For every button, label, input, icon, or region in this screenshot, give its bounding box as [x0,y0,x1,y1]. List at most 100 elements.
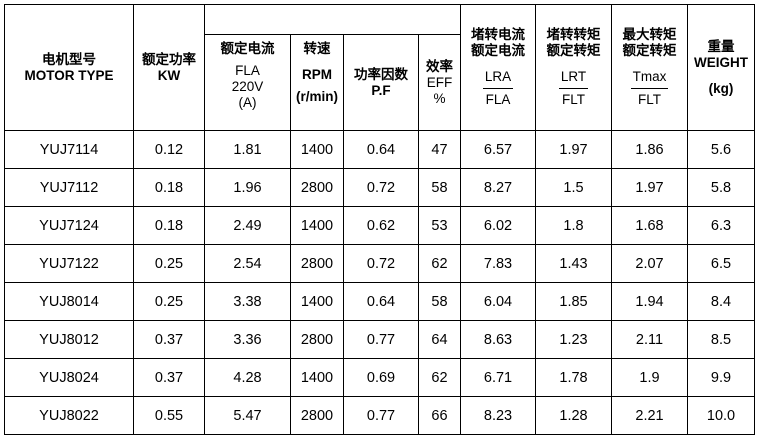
cell-fla: 3.36 [204,320,291,359]
header-weight: 重量 WEIGHT (kg) [687,4,755,131]
header-lrt-cn1: 堵转转矩 [546,27,601,42]
cell-fla: 3.38 [204,282,291,321]
cell-pf: 0.62 [343,206,419,245]
cell-pf: 0.77 [343,396,419,435]
cell-lra: 8.27 [460,168,536,207]
cell-tmax: 2.07 [611,244,688,283]
cell-tmax: 2.11 [611,320,688,359]
cell-eff: 58 [418,168,461,207]
header-lrt-cn2: 额定转矩 [546,43,601,58]
cell-lra: 6.04 [460,282,536,321]
cell-model: YUJ7124 [4,206,134,245]
header-power-en: KW [157,67,181,83]
cell-model: YUJ8012 [4,320,134,359]
header-pf-cn: 功率因数 [354,66,408,82]
cell-kw: 0.18 [133,168,205,207]
header-current-l2: 220V [231,79,264,94]
cell-pf: 0.64 [343,282,419,321]
header-current: 额定电流 FLA 220V (A) [204,34,291,131]
header-eff: 效率 EFF % [418,34,461,131]
table-row: YUJ8024 0.37 4.28 1400 0.69 62 6.71 1.78 1.9 9.9 [4,358,755,397]
cell-weight: 6.3 [687,206,755,245]
header-eff-l1: EFF [426,74,453,90]
header-lrt: 堵转转矩 额定转矩 LRT FLT [535,4,612,131]
cell-kw: 0.25 [133,282,205,321]
header-tmax-den: FLT [638,92,661,107]
cell-lrt: 1.85 [535,282,612,321]
cell-rpm: 1400 [290,358,344,397]
cell-model: YUJ8024 [4,358,134,397]
cell-lrt: 1.5 [535,168,612,207]
cell-eff: 58 [418,282,461,321]
table-row: YUJ8012 0.37 3.36 2800 0.77 64 8.63 1.23 2.11 8.5 [4,320,755,359]
cell-rpm: 2800 [290,244,344,283]
header-model-cn: 电机型号 [42,51,96,67]
cell-rpm: 2800 [290,320,344,359]
cell-model: YUJ8014 [4,282,134,321]
cell-model: YUJ7114 [4,130,134,169]
cell-eff: 62 [418,358,461,397]
header-eff-l2: % [433,90,446,106]
cell-pf: 0.72 [343,168,419,207]
header-speed-cn: 转速 [303,41,331,56]
cell-rpm: 1400 [290,130,344,169]
header-power: 额定功率 KW [133,4,205,131]
header-power-cn: 额定功率 [142,51,196,67]
cell-kw: 0.37 [133,358,205,397]
cell-lrt: 1.78 [535,358,612,397]
cell-pf: 0.72 [343,244,419,283]
cell-eff: 62 [418,244,461,283]
cell-lra: 7.83 [460,244,536,283]
table-row: YUJ8014 0.25 3.38 1400 0.64 58 6.04 1.85 1.94 8.4 [4,282,755,321]
motor-spec-table: 电机型号 MOTOR TYPE 额定功率 KW 堵转电流 额定电流 LRA FL… [4,4,755,435]
cell-weight: 5.8 [687,168,755,207]
cell-lra: 6.57 [460,130,536,169]
header-tmax-cn1: 最大转矩 [622,27,677,42]
cell-rpm: 1400 [290,282,344,321]
cell-model: YUJ8022 [4,396,134,435]
cell-model: YUJ7112 [4,168,134,207]
header-eff-cn: 效率 [426,58,453,74]
cell-weight: 9.9 [687,358,755,397]
header-lrt-den: FLT [562,92,585,107]
cell-kw: 0.55 [133,396,205,435]
cell-fla: 1.96 [204,168,291,207]
table-row: YUJ7124 0.18 2.49 1400 0.62 53 6.02 1.8 1.68 6.3 [4,206,755,245]
cell-weight: 6.5 [687,244,755,283]
cell-lrt: 1.8 [535,206,612,245]
cell-kw: 0.18 [133,206,205,245]
header-speed: 转速 RPM (r/min) [290,34,344,131]
header-pf-en: P.F [371,82,391,98]
cell-pf: 0.77 [343,320,419,359]
header-lrt-num: LRT [558,69,589,89]
cell-model: YUJ7122 [4,244,134,283]
table-row: YUJ8022 0.55 5.47 2800 0.77 66 8.23 1.28 2.21 10.… [4,396,755,435]
cell-eff: 53 [418,206,461,245]
header-tmax: 最大转矩 额定转矩 Tmax FLT [611,4,688,131]
table-body: YUJ7114 0.12 1.81 1400 0.64 47 6.57 1.97 1.86 5.6… [4,130,755,435]
cell-lrt: 1.28 [535,396,612,435]
cell-pf: 0.64 [343,130,419,169]
header-model-en: MOTOR TYPE [24,67,114,83]
cell-lra: 6.02 [460,206,536,245]
table-row: YUJ7114 0.12 1.81 1400 0.64 47 6.57 1.97 1.86 5.6 [4,130,755,169]
cell-tmax: 2.21 [611,396,688,435]
cell-rpm: 2800 [290,168,344,207]
cell-lrt: 1.43 [535,244,612,283]
cell-lrt: 1.97 [535,130,612,169]
cell-tmax: 1.9 [611,358,688,397]
table-row: YUJ7112 0.18 1.96 2800 0.72 58 8.27 1.5 1.97 5.8 [4,168,755,207]
header-model: 电机型号 MOTOR TYPE [4,4,134,131]
header-lra-cn2: 额定电流 [471,43,525,58]
header-lra-den: FLA [485,92,511,107]
header-lra-num: LRA [482,69,514,89]
cell-lra: 6.71 [460,358,536,397]
header-tmax-cn2: 额定转矩 [622,43,677,58]
cell-fla: 2.49 [204,206,291,245]
header-spacer [204,4,461,35]
header-lra: 堵转电流 额定电流 LRA FLA [460,4,536,131]
cell-lrt: 1.23 [535,320,612,359]
cell-weight: 10.0 [687,396,755,435]
header-current-l1: FLA [235,63,260,78]
